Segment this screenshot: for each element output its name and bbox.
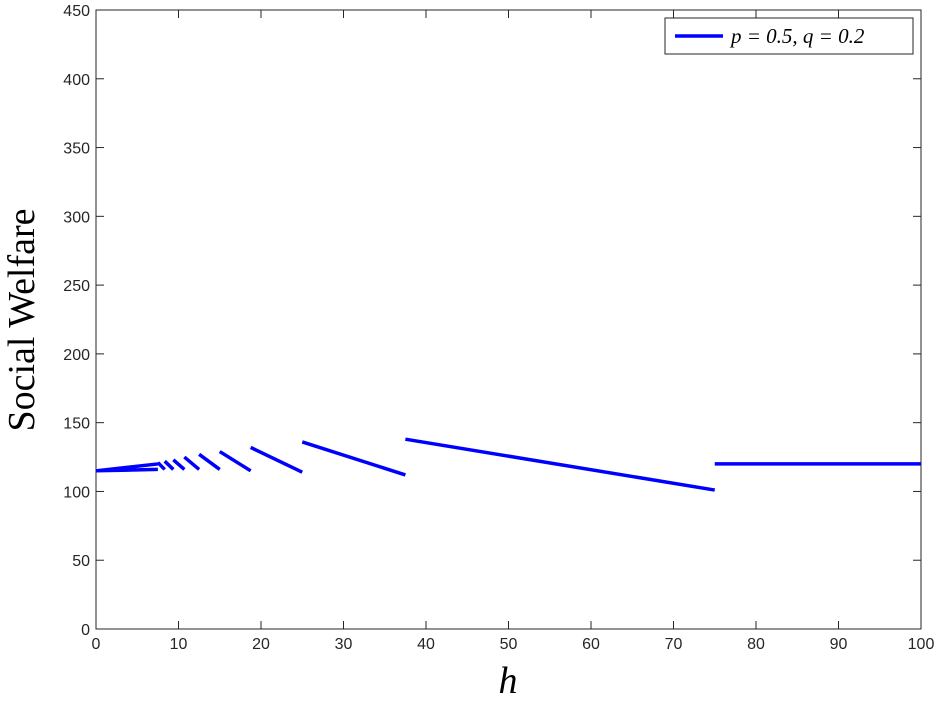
x-axis-label: h (499, 660, 518, 702)
x-tick-label: 40 (417, 636, 435, 653)
x-tick-label: 100 (908, 636, 935, 653)
plot-area (95, 9, 922, 630)
x-tick-label: 50 (500, 636, 518, 653)
y-tick-label: 300 (63, 209, 90, 226)
line (95, 437, 921, 492)
y-tick-label: 100 (63, 484, 90, 501)
legend-box (664, 17, 914, 55)
y-tick-label: 200 (63, 347, 90, 364)
legend-label: p = 0.5, q = 0.2 (729, 24, 865, 48)
x-tick-label: 0 (92, 636, 101, 653)
x-tick-label: 90 (830, 636, 848, 653)
y-tick-label: 0 (81, 622, 90, 639)
x-tick-label: 20 (252, 636, 270, 653)
y-tick-label: 250 (63, 278, 90, 295)
y-tick-label: 350 (63, 141, 90, 158)
y-tick-label: 400 (63, 72, 90, 89)
x-tick-label: 30 (335, 636, 353, 653)
x-tick-label: 10 (170, 636, 188, 653)
x-tick-label: 70 (665, 636, 683, 653)
x-tick-label: 80 (747, 636, 765, 653)
x-tick-label: 60 (582, 636, 600, 653)
y-axis-label: Social Welfare (1, 208, 43, 431)
y-tick-label: 50 (72, 553, 90, 570)
y-tick-label: 450 (63, 3, 90, 20)
y-tick-label: 150 (63, 416, 90, 433)
